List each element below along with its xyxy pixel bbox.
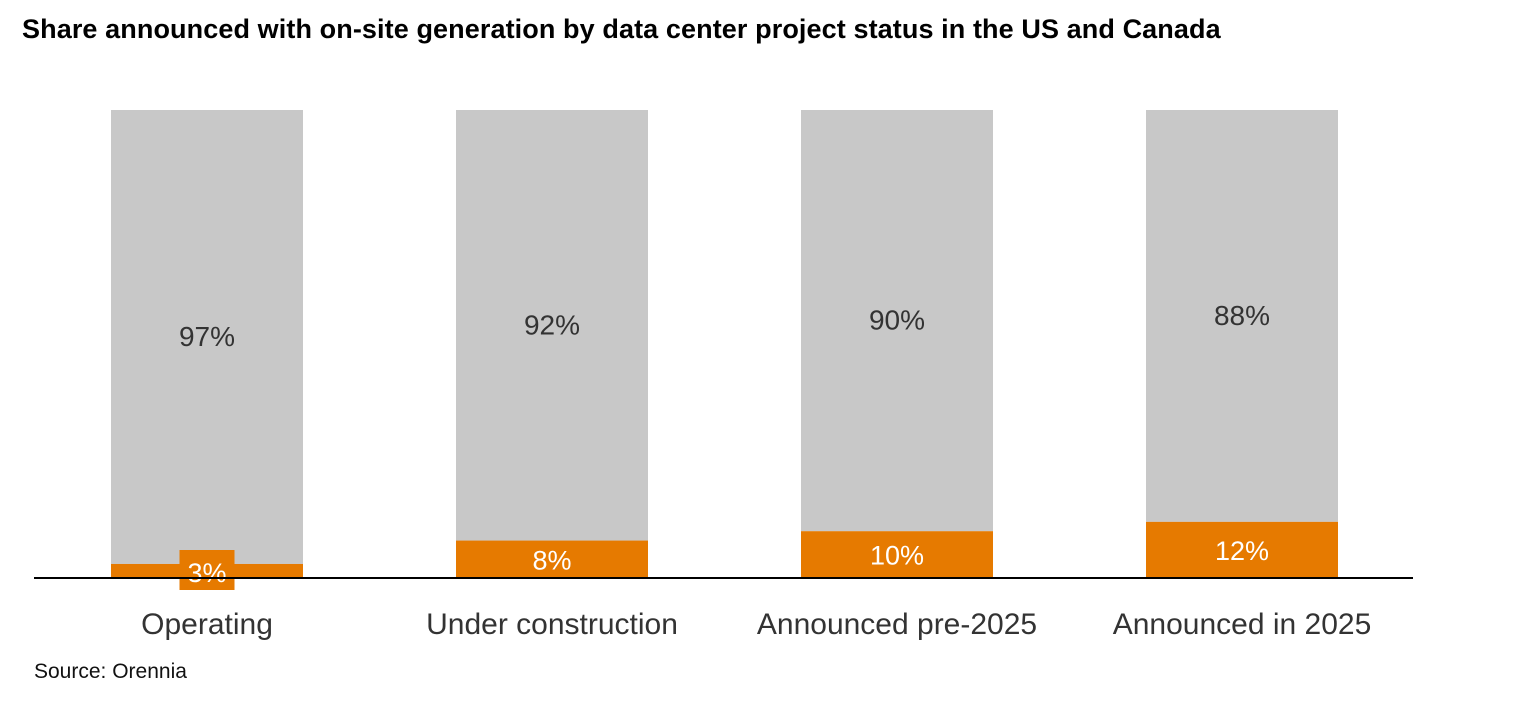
category-label: Announced in 2025: [1113, 608, 1372, 641]
chart-title: Share announced with on-site generation …: [22, 14, 1221, 44]
category-label: Operating: [141, 608, 273, 641]
bar-segment-with-onsite: [456, 540, 648, 578]
source-note: Source: Orennia: [34, 660, 187, 683]
data-label-with-onsite: 3%: [187, 558, 226, 588]
data-label-without-onsite: 92%: [524, 309, 580, 340]
category-label: Announced pre-2025: [757, 608, 1037, 641]
bar-segment-without-onsite: [111, 110, 303, 564]
data-label-without-onsite: 88%: [1214, 300, 1270, 331]
bar-segment-with-onsite: [1146, 521, 1338, 578]
category-label: Under construction: [426, 608, 678, 641]
data-label-box: [179, 550, 235, 590]
data-label-without-onsite: 97%: [179, 321, 235, 352]
data-label-with-onsite: 8%: [532, 545, 571, 575]
data-label-with-onsite: 12%: [1215, 536, 1269, 566]
bar-segment-with-onsite: [801, 531, 993, 578]
bar-segment-without-onsite: [801, 110, 993, 532]
bar-segment-without-onsite: [1146, 110, 1338, 522]
bar-segment-without-onsite: [456, 110, 648, 541]
data-label-without-onsite: 90%: [869, 305, 925, 336]
data-label-with-onsite: 10%: [870, 541, 924, 571]
